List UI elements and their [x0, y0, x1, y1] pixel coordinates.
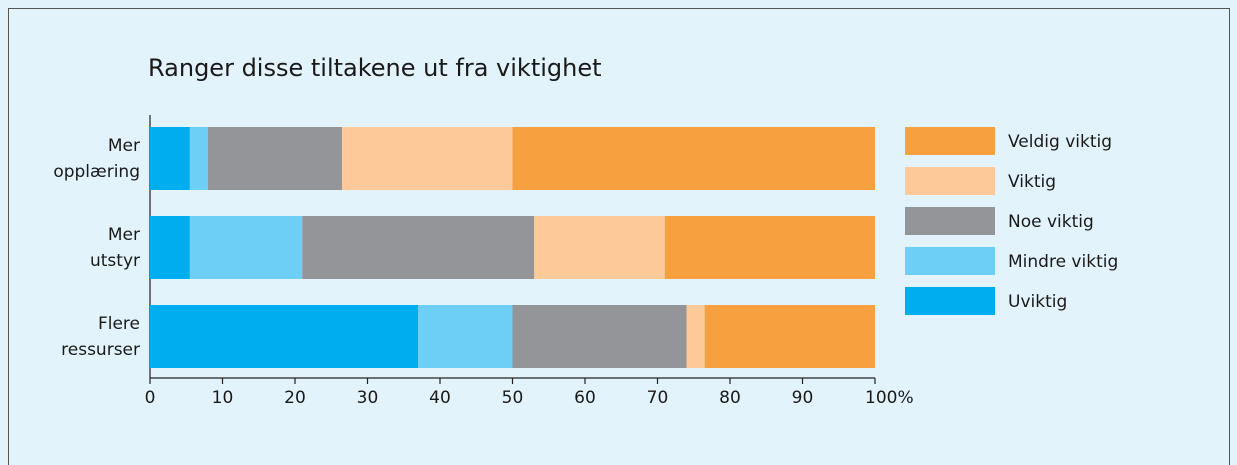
x-tick-label: 100% — [865, 388, 914, 408]
bar-segment — [189, 216, 303, 279]
category-label: Flere ressurser — [61, 313, 140, 360]
x-tick-label: 0 — [145, 388, 156, 408]
x-tick-label: 40 — [429, 388, 451, 408]
bar-segment — [704, 305, 875, 368]
x-tick-label: 30 — [357, 388, 379, 408]
bar-segment — [150, 216, 190, 279]
x-tick-label: 10 — [212, 388, 234, 408]
frame — [8, 8, 1230, 465]
x-tick-label: 60 — [574, 388, 596, 408]
legend-label: Veldig viktig — [1008, 132, 1112, 152]
bar-segment — [512, 305, 687, 368]
legend-label: Mindre viktig — [1008, 252, 1118, 272]
bar-segment — [150, 305, 419, 368]
bar-segment — [664, 216, 875, 279]
legend-swatch — [905, 207, 995, 235]
bar-segment — [302, 216, 535, 279]
bar-segment — [534, 216, 665, 279]
bar-segment — [418, 305, 513, 368]
bar-segment — [189, 127, 208, 190]
x-tick-label: 90 — [792, 388, 814, 408]
category-label: Mer opplæring — [53, 135, 140, 182]
bar-segment — [686, 305, 705, 368]
legend-swatch — [905, 127, 995, 155]
x-tick-label: 20 — [284, 388, 306, 408]
chart-title: Ranger disse tiltakene ut fra viktighet — [148, 54, 602, 82]
legend-swatch — [905, 287, 995, 315]
legend-swatch — [905, 167, 995, 195]
category-label: Mer utstyr — [89, 224, 140, 271]
bar-segment — [512, 127, 875, 190]
bar-segment — [342, 127, 513, 190]
x-tick-label: 80 — [719, 388, 741, 408]
legend-label: Viktig — [1008, 172, 1056, 192]
legend-swatch — [905, 247, 995, 275]
x-tick-label: 50 — [502, 388, 524, 408]
legend-label: Noe viktig — [1008, 212, 1094, 232]
bar-segment — [208, 127, 343, 190]
legend-label: Uviktig — [1008, 292, 1067, 312]
x-tick-label: 70 — [647, 388, 669, 408]
bar-segment — [150, 127, 190, 190]
